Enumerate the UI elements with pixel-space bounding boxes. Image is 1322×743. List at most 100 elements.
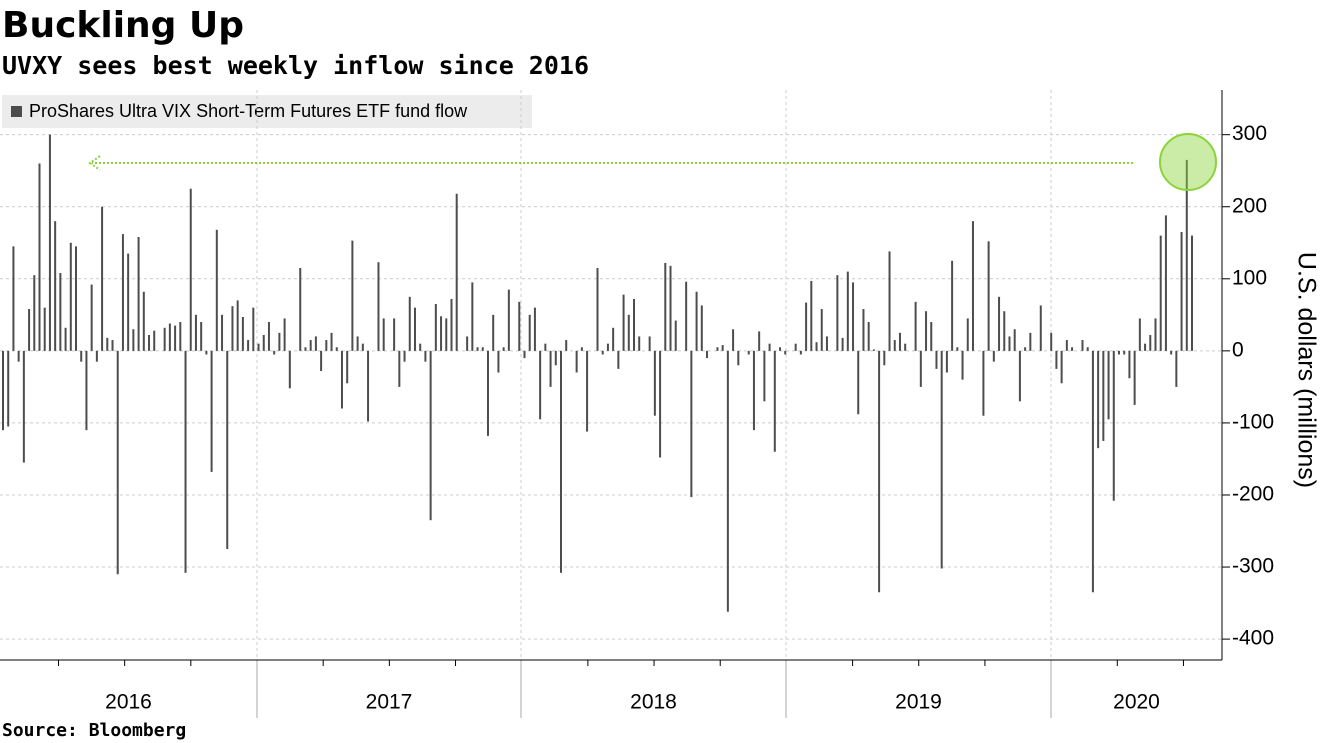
bar bbox=[1081, 340, 1084, 351]
bar bbox=[721, 345, 724, 351]
source: Source: Bloomberg bbox=[2, 720, 186, 741]
bar bbox=[497, 350, 500, 373]
bar bbox=[408, 296, 411, 351]
bar bbox=[184, 350, 187, 573]
bar bbox=[450, 298, 453, 351]
bar bbox=[799, 350, 802, 355]
bar bbox=[54, 221, 57, 351]
bar bbox=[888, 251, 891, 351]
bar bbox=[559, 350, 562, 573]
bar bbox=[189, 188, 192, 351]
bar bbox=[612, 327, 615, 351]
bar bbox=[267, 322, 270, 351]
y-tick-label: 300 bbox=[1232, 122, 1267, 145]
y-tick-label: -400 bbox=[1232, 627, 1274, 650]
bar bbox=[992, 350, 995, 362]
bar bbox=[247, 340, 250, 351]
bar bbox=[28, 309, 31, 351]
y-tick-label: 200 bbox=[1232, 194, 1267, 217]
bar bbox=[80, 350, 83, 362]
bar bbox=[502, 347, 505, 351]
bar bbox=[367, 350, 370, 422]
bar bbox=[1060, 350, 1063, 384]
y-tick-label: -200 bbox=[1232, 483, 1274, 506]
bar bbox=[846, 271, 849, 351]
bar bbox=[492, 314, 495, 351]
bar bbox=[236, 300, 239, 351]
bar bbox=[716, 347, 719, 351]
bar bbox=[919, 350, 922, 387]
bar bbox=[148, 335, 151, 351]
bar bbox=[1039, 305, 1042, 351]
bar bbox=[982, 350, 985, 416]
y-tick-label: -100 bbox=[1232, 410, 1274, 433]
bar bbox=[904, 343, 907, 351]
bar bbox=[403, 350, 406, 362]
x-tick-label: 2020 bbox=[1113, 691, 1160, 714]
bar bbox=[200, 322, 203, 351]
chart-title: Buckling Up bbox=[2, 5, 244, 46]
bar bbox=[893, 340, 896, 351]
bar bbox=[998, 296, 1001, 351]
bar bbox=[1091, 350, 1094, 593]
bar bbox=[1170, 350, 1173, 355]
bar bbox=[1112, 350, 1115, 501]
bar bbox=[1138, 318, 1141, 351]
y-tick-label: 100 bbox=[1232, 266, 1267, 289]
bar bbox=[309, 340, 312, 351]
bar bbox=[669, 265, 672, 351]
bar bbox=[273, 350, 276, 355]
bar bbox=[971, 221, 974, 351]
bar bbox=[75, 246, 78, 351]
bar bbox=[1086, 347, 1089, 351]
bar bbox=[1003, 311, 1006, 351]
bar bbox=[622, 294, 625, 351]
bar bbox=[700, 305, 703, 351]
bar bbox=[398, 350, 401, 387]
bar bbox=[1013, 329, 1016, 351]
bar bbox=[794, 343, 797, 351]
bar bbox=[586, 350, 589, 432]
bar bbox=[137, 237, 140, 351]
bar bbox=[111, 340, 114, 351]
bar bbox=[648, 336, 651, 351]
bar bbox=[351, 240, 354, 351]
bar bbox=[706, 350, 709, 359]
bar bbox=[413, 307, 416, 351]
bar bbox=[106, 337, 109, 351]
bar bbox=[153, 330, 156, 351]
bar bbox=[533, 307, 536, 351]
bar bbox=[132, 329, 135, 351]
bar bbox=[773, 350, 776, 452]
bar bbox=[1097, 350, 1100, 449]
bar bbox=[695, 291, 698, 351]
bar bbox=[737, 350, 740, 366]
bar bbox=[210, 350, 213, 472]
bar bbox=[1144, 343, 1147, 351]
bar bbox=[476, 347, 479, 351]
bar bbox=[883, 350, 886, 366]
bar bbox=[95, 350, 98, 362]
bar bbox=[1055, 350, 1058, 369]
bar bbox=[1024, 347, 1027, 351]
bar bbox=[466, 336, 469, 351]
bar bbox=[633, 298, 636, 351]
bar bbox=[382, 318, 385, 351]
bar bbox=[747, 350, 750, 355]
bar bbox=[142, 291, 145, 351]
legend-box bbox=[2, 95, 532, 128]
bar bbox=[424, 350, 427, 362]
bar bbox=[961, 350, 964, 380]
bar bbox=[356, 336, 359, 351]
bar bbox=[101, 206, 104, 351]
bar bbox=[377, 262, 380, 351]
bar bbox=[1107, 350, 1110, 420]
bar bbox=[815, 342, 818, 351]
bar bbox=[194, 314, 197, 351]
bar bbox=[940, 350, 943, 569]
x-tick-label: 2018 bbox=[630, 691, 677, 714]
bar bbox=[726, 350, 729, 612]
annotation-arrowhead bbox=[88, 155, 101, 171]
bar bbox=[226, 350, 229, 550]
